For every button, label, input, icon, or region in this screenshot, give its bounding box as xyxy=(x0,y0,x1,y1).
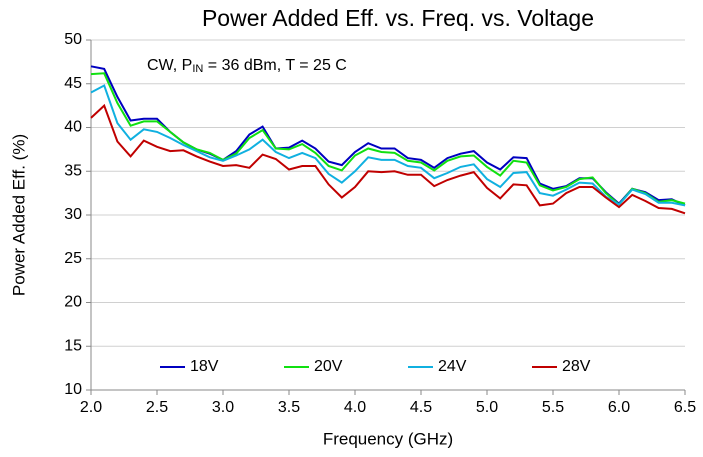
legend-label: 18V xyxy=(190,358,219,375)
y-tick-label: 35 xyxy=(64,162,82,179)
x-tick-label: 4.0 xyxy=(344,399,366,416)
series-line xyxy=(90,103,686,215)
legend-bg xyxy=(526,356,606,378)
legend-label: 28V xyxy=(562,358,591,375)
x-tick-label: 2.5 xyxy=(146,399,168,416)
annotation-box xyxy=(138,52,448,80)
legend-bg xyxy=(278,356,358,378)
y-tick-label: 15 xyxy=(64,337,82,354)
chart-title: Power Added Eff. vs. Freq. vs. Voltage xyxy=(202,5,594,31)
annotation-part: IN xyxy=(192,63,203,75)
legend-label: 24V xyxy=(438,358,467,375)
y-tick-label: 10 xyxy=(64,381,82,398)
legend-label: 20V xyxy=(314,358,343,375)
legend-bg xyxy=(154,356,234,378)
series-line xyxy=(90,84,686,207)
series-line xyxy=(90,65,686,207)
x-tick-label: 3.0 xyxy=(212,399,234,416)
y-tick-label: 30 xyxy=(64,206,82,223)
x-tick-label: 4.5 xyxy=(410,399,432,416)
annotation-part: = 36 dBm, T = 25 C xyxy=(203,57,347,74)
x-tick-label: 6.0 xyxy=(608,399,630,416)
series-line xyxy=(90,72,686,206)
annotation: CW, PIN = 36 dBm, T = 25 C xyxy=(147,57,347,75)
annotation-part: CW, P xyxy=(147,57,192,74)
x-tick-label: 6.5 xyxy=(674,399,696,416)
x-tick-label: 5.0 xyxy=(476,399,498,416)
y-tick-label: 45 xyxy=(64,75,82,92)
x-axis-label: Frequency (GHz) xyxy=(323,429,453,448)
y-tick-label: 40 xyxy=(64,119,82,136)
x-tick-label: 2.0 xyxy=(80,399,102,416)
y-axis-label: Power Added Eff. (%) xyxy=(9,134,28,296)
legend-bg xyxy=(402,356,482,378)
y-tick-label: 50 xyxy=(64,31,82,48)
x-tick-label: 5.5 xyxy=(542,399,564,416)
x-tick-label: 3.5 xyxy=(278,399,300,416)
y-tick-label: 25 xyxy=(64,250,82,267)
y-tick-label: 20 xyxy=(64,294,82,311)
